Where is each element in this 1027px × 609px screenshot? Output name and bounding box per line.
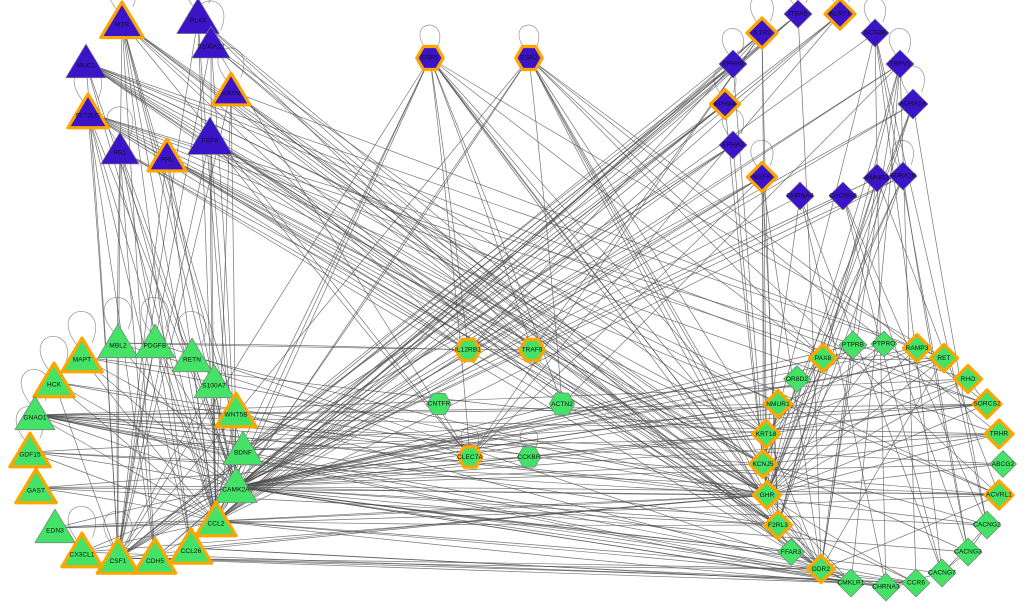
graph-node-muc1[interactable]: MUC1 (60, 37, 112, 89)
graph-node-adra1a[interactable]: ADRA1A (890, 81, 936, 127)
graph-node-traf6[interactable]: TRAF6 (512, 330, 552, 370)
node-shape-diamond (902, 569, 930, 597)
graph-node-cntfr[interactable]: CNTFR (419, 384, 459, 424)
node-shape-diamond (871, 331, 897, 357)
node-shape-triangle (170, 529, 211, 564)
node-shape-hexagon (520, 339, 544, 360)
graph-node-fn1[interactable]: FN1 (95, 125, 145, 175)
graph-node-ccr6[interactable]: CCR6 (894, 561, 938, 605)
graph-node-amhr2[interactable]: AMHR2 (855, 156, 899, 200)
graph-node-itga5[interactable]: ITGA5 (776, 0, 820, 36)
node-shape-hexagon (417, 47, 444, 70)
graph-node-trpv1[interactable]: TRPV1 (878, 42, 922, 86)
node-shape-triangle (66, 44, 106, 78)
node-shape-hexagon (456, 339, 480, 360)
node-shape-triangle (68, 94, 108, 128)
node-shape-triangle (16, 469, 56, 503)
graph-node-cckbr[interactable]: CCKBR (510, 438, 549, 477)
node-shape-diamond (748, 163, 777, 192)
graph-node-chrna4[interactable]: CHRNA4 (778, 174, 822, 218)
graph-node-prl[interactable]: PRL (142, 132, 192, 182)
node-shape-hexagon (458, 447, 481, 467)
node-shape-triangle (192, 26, 230, 58)
node-shape-triangle (216, 393, 256, 427)
node-shape-diamond (886, 50, 914, 78)
node-shape-diamond (825, 0, 855, 29)
node-shape-hexagon (516, 47, 543, 70)
node-shape-diamond (829, 182, 857, 210)
node-shape-triangle (101, 132, 139, 164)
node-shape-diamond (786, 182, 814, 210)
node-shape-triangle (101, 2, 144, 38)
graph-node-epha4[interactable]: EPHA4 (703, 82, 748, 127)
node-shape-hexagon (517, 447, 540, 467)
graph-node-clec7a[interactable]: CLEC7A (451, 438, 490, 477)
node-shape-diamond (863, 164, 891, 192)
node-shape-triangle (15, 396, 55, 430)
node-shape-diamond (784, 0, 812, 28)
graph-node-ccl26[interactable]: CCL26 (165, 522, 218, 575)
graph-node-s100a12[interactable]: S100A12 (186, 19, 236, 69)
node-shape-triangle (188, 117, 233, 154)
node-shape-triangle (148, 139, 186, 171)
node-shape-hexagon (427, 393, 451, 414)
graph-node-epha5[interactable]: EPHA5 (711, 42, 755, 86)
node-shape-diamond (898, 89, 928, 119)
graph-node-artn[interactable]: ARTN (206, 66, 256, 116)
graph-node-esr1[interactable]: ESR1 (409, 37, 451, 79)
graph-node-actn2[interactable]: ACTN2 (542, 384, 583, 425)
graph-node-esr2[interactable]: ESR2 (508, 37, 550, 79)
node-shape-diamond (719, 50, 747, 78)
node-shape-diamond (837, 569, 865, 597)
graph-node-il12rb1[interactable]: IL12RB1 (448, 330, 488, 370)
node-shape-triangle (212, 73, 250, 105)
node-shape-hexagon (549, 393, 575, 415)
node-shape-diamond (711, 90, 740, 119)
